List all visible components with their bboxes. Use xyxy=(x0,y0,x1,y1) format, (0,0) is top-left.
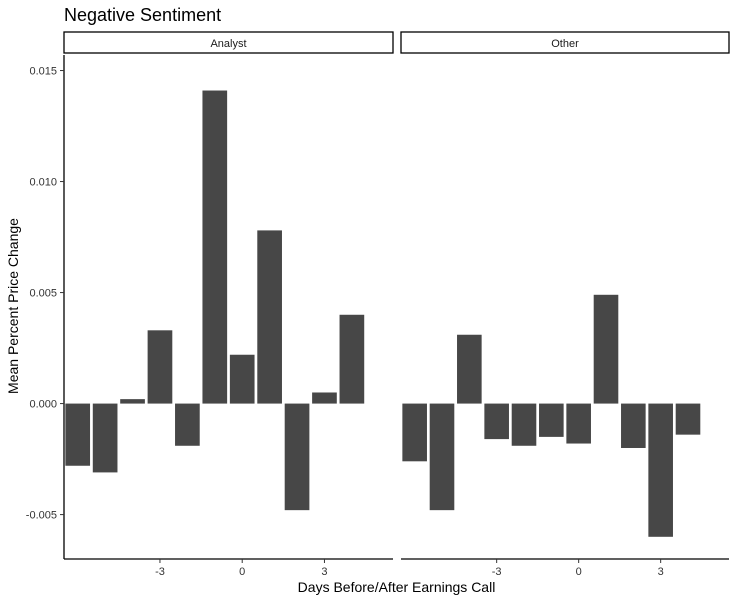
bar xyxy=(511,403,537,446)
bar xyxy=(65,403,91,466)
bar xyxy=(229,354,255,404)
x-tick-label: -3 xyxy=(155,566,165,578)
facet-strip xyxy=(400,31,730,54)
bar xyxy=(539,403,564,437)
facet-strip xyxy=(63,31,394,54)
bar xyxy=(621,403,646,448)
panel-other: Other -3 0 3 xyxy=(400,31,730,578)
bar xyxy=(675,403,701,435)
bar xyxy=(339,314,365,404)
y-tick-label: -0.005 xyxy=(26,510,57,522)
bar xyxy=(202,90,228,404)
bar xyxy=(484,403,509,440)
bar xyxy=(120,399,145,404)
x-tick-label: 3 xyxy=(658,566,664,578)
bar xyxy=(402,403,427,462)
x-tick-label: -3 xyxy=(492,566,502,578)
x-tick-label: 3 xyxy=(321,566,327,578)
facet-strip-label: Other xyxy=(551,38,579,50)
x-tick-label: 0 xyxy=(239,566,245,578)
x-axis-title: Days Before/After Earnings Call xyxy=(298,579,496,595)
bar xyxy=(175,403,200,446)
x-tick-label: 0 xyxy=(576,566,582,578)
bar xyxy=(593,294,619,404)
bar xyxy=(566,403,591,444)
bar xyxy=(429,403,455,511)
chart-title: Negative Sentiment xyxy=(64,5,221,25)
bar xyxy=(312,392,337,404)
panel-analyst: Analyst -3 0 3 xyxy=(63,31,394,578)
bar xyxy=(457,334,482,404)
facet-strip-label: Analyst xyxy=(210,38,246,50)
y-tick-label: 0.000 xyxy=(29,399,57,411)
y-tick-label: 0.010 xyxy=(29,177,57,189)
y-axis-title: Mean Percent Price Change xyxy=(5,218,21,394)
y-tick-label: 0.015 xyxy=(29,66,57,78)
y-tick-label: 0.005 xyxy=(29,288,57,300)
bar xyxy=(284,403,310,511)
bar xyxy=(92,403,118,473)
bar xyxy=(257,230,282,404)
bar xyxy=(147,330,173,404)
bar xyxy=(648,403,673,537)
y-axis: -0.005 0.000 0.005 0.010 0.015 xyxy=(26,55,65,559)
